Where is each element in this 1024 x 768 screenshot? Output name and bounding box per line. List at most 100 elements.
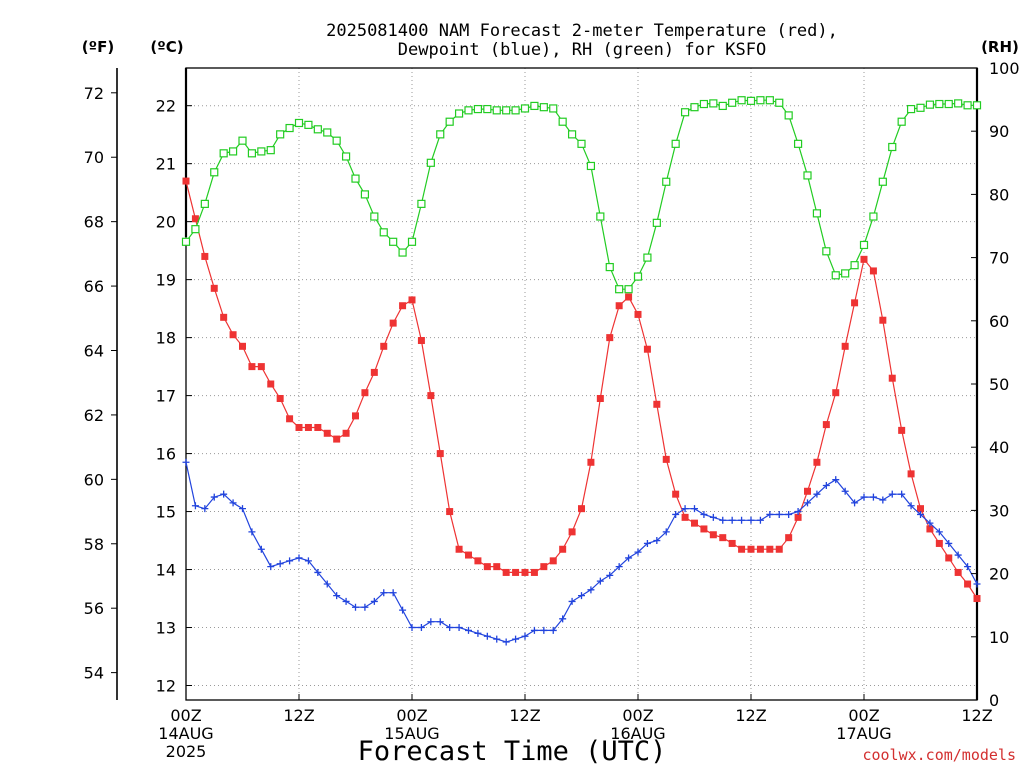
dewpoint-point: [361, 603, 369, 611]
series-layer: [181, 96, 982, 646]
celsius-unit-label: (ºC): [150, 38, 183, 56]
temperature-point: [521, 568, 529, 576]
rh-point: [662, 177, 671, 186]
rh-point: [219, 149, 228, 158]
temperature-point: [578, 505, 585, 513]
rh-point: [238, 136, 247, 145]
dewpoint-point: [220, 490, 228, 498]
dewpoint-point: [370, 597, 378, 605]
dewpoint-point: [634, 548, 642, 556]
temperature-point: [436, 450, 444, 458]
dewpoint-point: [465, 626, 472, 634]
rh-point: [276, 130, 285, 139]
dewpoint-point: [229, 499, 237, 507]
dewpoint-point: [323, 580, 331, 588]
chart-title-line1: 2025081400 NAM Forecast 2-meter Temperat…: [326, 21, 838, 41]
temperature-point: [549, 557, 557, 565]
dewpoint-point: [380, 589, 388, 597]
fahrenheit-tick-label: 56: [84, 599, 104, 618]
dewpoint-point: [766, 510, 774, 518]
rh-point: [812, 209, 822, 218]
temperature-point: [276, 394, 284, 402]
rh-point: [756, 96, 765, 105]
dewpoint-point: [888, 490, 896, 498]
rh-point: [530, 101, 539, 111]
rh-point: [737, 96, 746, 105]
dewpoint-point: [455, 624, 463, 632]
dewpoint-point: [201, 505, 209, 513]
temperature-point: [625, 293, 633, 301]
celsius-tick-label: 18: [156, 329, 176, 348]
rh-tick-label: 40: [989, 438, 1009, 457]
dewpoint-point: [578, 592, 585, 600]
temperature-point: [239, 342, 246, 350]
rh-point: [577, 139, 586, 148]
rh-point: [859, 240, 869, 250]
dewpoint-point: [314, 568, 322, 576]
temperature-point: [210, 284, 218, 292]
dewpoint-point: [794, 508, 802, 516]
dewpoint-point: [248, 528, 256, 536]
rh-point: [200, 199, 209, 208]
rh-point: [831, 271, 840, 280]
credit-text: coolwx.com/models: [862, 746, 1016, 764]
temperature-point: [191, 215, 199, 223]
axes: 12 13 14 15 16 17 18 19 20 21 22 54 56 58 60 62 64 66 68 70…: [84, 59, 1020, 761]
temperature-point: [813, 458, 821, 466]
dewpoint-point: [474, 629, 482, 637]
temperature-point: [935, 539, 943, 547]
dewpoint-point: [719, 516, 727, 524]
temperature-point: [775, 545, 783, 553]
rh-point: [436, 130, 445, 139]
temperature-point: [380, 342, 388, 350]
rh-tick-label: 100: [989, 59, 1020, 78]
rh-point: [520, 104, 530, 113]
dewpoint-point: [907, 502, 915, 510]
rh-tick-label: 70: [989, 249, 1009, 268]
temperature-point: [417, 337, 425, 345]
dewpoint-point: [436, 618, 444, 626]
dewpoint-point: [822, 481, 830, 489]
rh-point: [652, 218, 661, 227]
dewpoint-point: [239, 505, 246, 513]
rh-point: [906, 104, 916, 114]
dewpoint-point: [304, 557, 312, 565]
rh-tick-label: 10: [989, 628, 1009, 647]
rh-tick-label: 0: [989, 691, 999, 710]
temperature-series: [182, 177, 981, 603]
rh-point: [605, 262, 614, 272]
rh-series: [181, 96, 982, 294]
rh-point: [464, 106, 473, 115]
temperature-point: [926, 525, 934, 533]
x-date-label: 14AUG: [158, 724, 213, 743]
plot-frame: [116, 67, 979, 701]
rh-point: [643, 253, 652, 262]
temperature-point: [841, 342, 849, 350]
dewpoint-point: [446, 624, 454, 632]
dewpoint-point: [869, 493, 877, 501]
rh-point: [285, 123, 294, 133]
celsius-tick-label: 19: [156, 271, 176, 290]
dewpoint-line: [185, 462, 978, 643]
dewpoint-point: [700, 510, 708, 518]
rh-point: [228, 147, 238, 156]
rh-point: [549, 104, 558, 113]
rh-point: [897, 117, 906, 126]
rh-point: [888, 142, 897, 152]
x-tick-label: 12Z: [509, 706, 540, 725]
dewpoint-point: [841, 487, 849, 495]
temperature-point: [662, 455, 670, 463]
rh-point: [294, 118, 304, 128]
dewpoint-point: [898, 490, 906, 498]
temperature-point: [804, 487, 811, 495]
temperature-point: [700, 525, 708, 533]
temperature-point: [898, 426, 906, 434]
fahrenheit-unit-label: (ºF): [82, 38, 114, 56]
rh-point: [266, 146, 275, 155]
rh-point: [596, 212, 605, 221]
celsius-tick-label: 21: [156, 155, 176, 174]
dewpoint-point: [521, 632, 529, 640]
dewpoint-point: [973, 580, 981, 588]
temperature-point: [672, 490, 680, 498]
dewpoint-point: [559, 615, 567, 623]
